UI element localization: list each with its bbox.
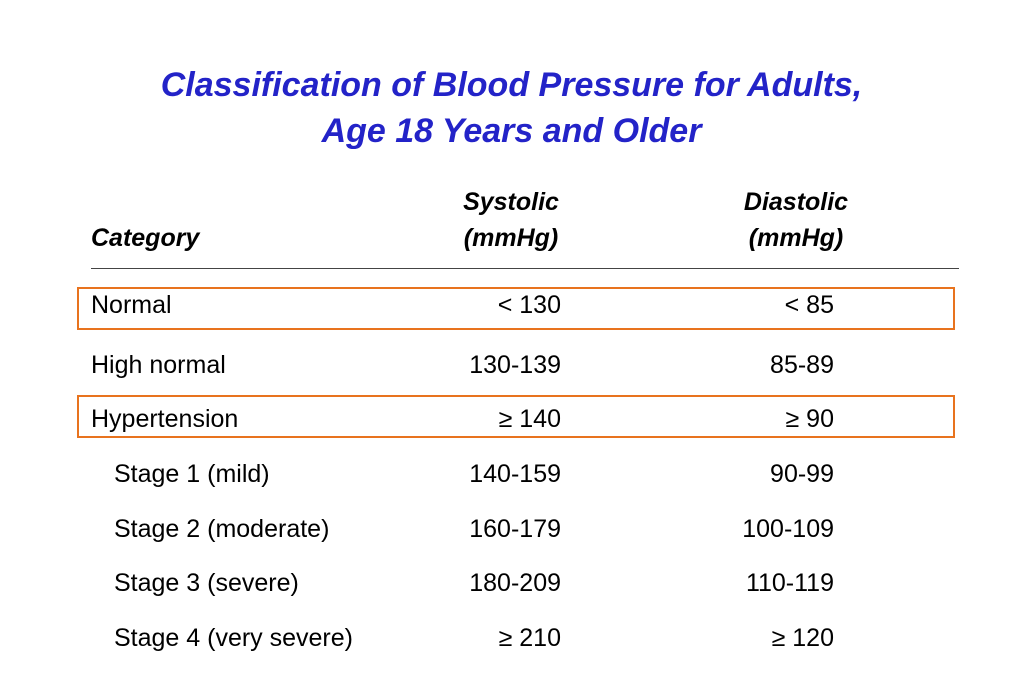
table-row-normal: Normal < 130 < 85 [0,287,1023,323]
row-systolic: 130-139 [469,351,561,379]
row-systolic: ≥ 210 [498,624,561,652]
header-category: Category [91,224,200,252]
header-systolic-unit: (mmHg) [463,224,559,252]
row-systolic: 160-179 [469,515,561,543]
table-row-hypertension: Hypertension ≥ 140 ≥ 90 [0,401,1023,437]
row-diastolic: 85-89 [770,351,834,379]
header-divider [91,268,959,269]
table-row-high-normal: High normal 130-139 85-89 [0,347,1023,383]
highlight-box-hypertension [77,395,955,438]
row-diastolic: ≥ 90 [785,405,834,433]
title-line-1: Classification of Blood Pressure for Adu… [160,66,863,104]
row-category: Stage 1 (mild) [114,460,270,488]
row-diastolic: 110-119 [745,569,834,597]
row-systolic: 180-209 [469,569,561,597]
row-category: Stage 3 (severe) [114,569,299,597]
row-category: Hypertension [91,405,239,433]
row-diastolic: 100-109 [742,515,834,543]
header-diastolic-label: Diastolic [743,188,849,216]
row-category: Normal [91,291,172,319]
table-row-stage-2: Stage 2 (moderate) 160-179 100-109 [0,511,1023,547]
row-systolic: ≥ 140 [498,405,561,433]
table-row-stage-3: Stage 3 (severe) 180-209 110-119 [0,565,1023,601]
table-row-stage-4: Stage 4 (very severe) ≥ 210 ≥ 120 [0,620,1023,656]
header-diastolic: Diastolic (mmHg) [733,184,859,256]
row-systolic: 140-159 [469,460,561,488]
title-line-2: Age 18 Years and Older [321,112,702,150]
highlight-box-normal [77,287,955,330]
row-systolic: < 130 [497,291,561,319]
row-diastolic: < 85 [784,291,834,319]
row-category: Stage 2 (moderate) [114,515,330,543]
row-diastolic: 90-99 [770,460,834,488]
row-category: Stage 4 (very severe) [114,624,353,652]
table-row-stage-1: Stage 1 (mild) 140-159 90-99 [0,456,1023,492]
header-diastolic-unit: (mmHg) [748,224,844,252]
row-category: High normal [91,351,226,379]
slide-title: Classification of Blood Pressure for Adu… [0,62,1023,154]
header-systolic: Systolic (mmHg) [451,184,571,256]
header-systolic-label: Systolic [463,188,559,216]
row-diastolic: ≥ 120 [771,624,834,652]
